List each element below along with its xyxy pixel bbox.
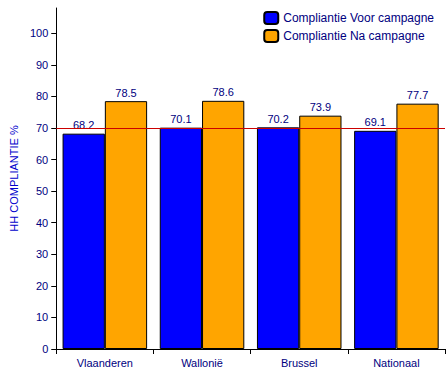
svg-text:HH COMPLIANTIE %: HH COMPLIANTIE % xyxy=(8,125,20,232)
svg-text:70.1: 70.1 xyxy=(170,113,191,125)
svg-text:Nationaal: Nationaal xyxy=(373,357,419,369)
svg-text:60: 60 xyxy=(36,154,48,166)
svg-text:70: 70 xyxy=(36,122,48,134)
svg-text:78.5: 78.5 xyxy=(115,87,136,99)
svg-text:80: 80 xyxy=(36,90,48,102)
svg-text:90: 90 xyxy=(36,59,48,71)
svg-text:0: 0 xyxy=(42,343,48,355)
svg-text:Compliantie Na campagne: Compliantie Na campagne xyxy=(283,29,425,43)
svg-text:68.2: 68.2 xyxy=(73,119,94,131)
svg-text:Compliantie Voor campagne: Compliantie Voor campagne xyxy=(283,11,434,25)
svg-text:Vlaanderen: Vlaanderen xyxy=(77,357,133,369)
svg-text:70.2: 70.2 xyxy=(267,113,288,125)
svg-text:73.9: 73.9 xyxy=(310,101,331,113)
svg-text:77.7: 77.7 xyxy=(407,89,428,101)
svg-text:Wallonië: Wallonië xyxy=(181,357,223,369)
svg-text:40: 40 xyxy=(36,217,48,229)
svg-text:30: 30 xyxy=(36,248,48,260)
svg-text:100: 100 xyxy=(30,27,48,39)
svg-text:69.1: 69.1 xyxy=(365,116,386,128)
svg-text:78.6: 78.6 xyxy=(212,86,233,98)
svg-text:10: 10 xyxy=(36,311,48,323)
svg-text:Brussel: Brussel xyxy=(281,357,318,369)
svg-text:50: 50 xyxy=(36,185,48,197)
svg-text:20: 20 xyxy=(36,280,48,292)
